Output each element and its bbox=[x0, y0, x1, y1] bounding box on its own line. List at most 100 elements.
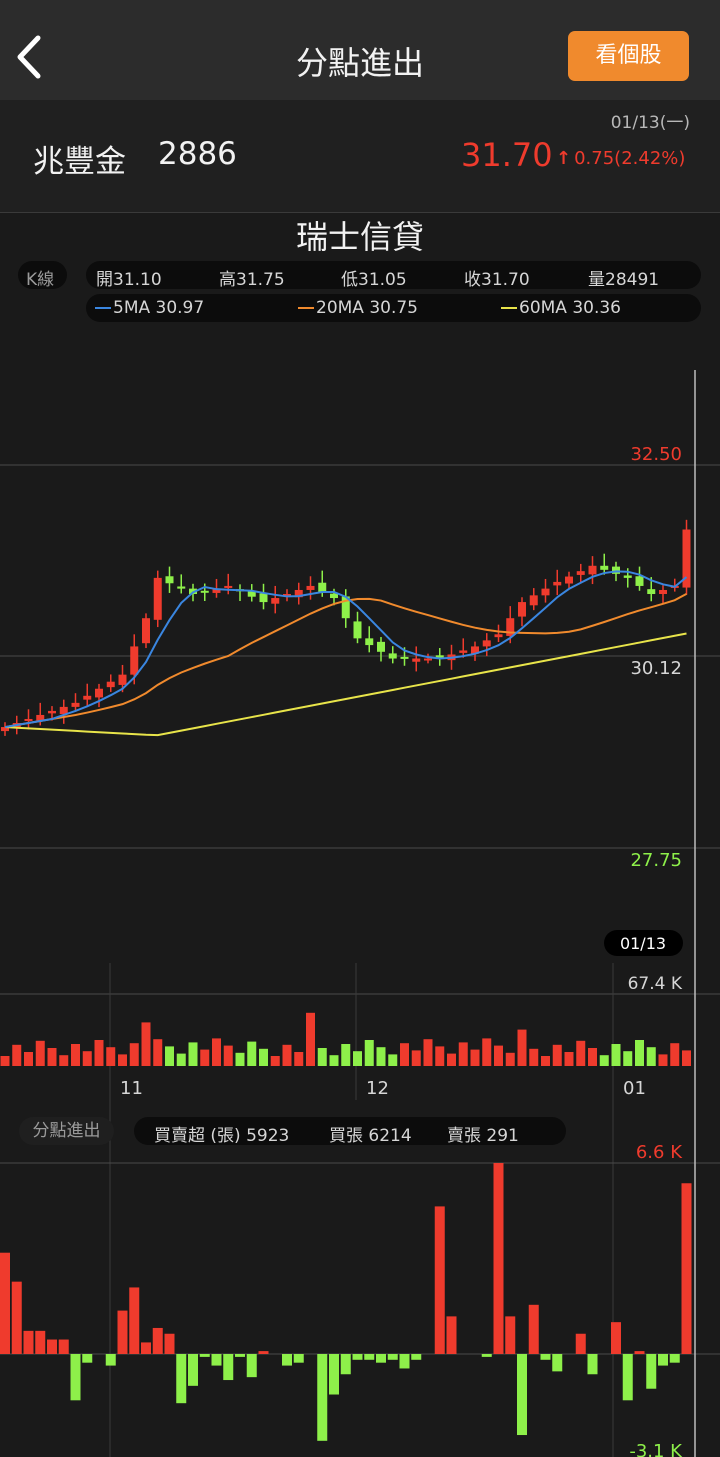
volume-bar bbox=[599, 1055, 609, 1066]
branch-bar bbox=[634, 1351, 645, 1354]
candle-body bbox=[153, 577, 162, 620]
candle-body bbox=[553, 581, 562, 586]
candle-body bbox=[71, 702, 80, 707]
volume-bar bbox=[364, 1040, 374, 1066]
candle-body bbox=[424, 658, 432, 661]
volume-bar bbox=[176, 1053, 186, 1066]
branch-bar bbox=[117, 1310, 128, 1354]
branch-bar bbox=[58, 1339, 69, 1354]
branch-bar bbox=[505, 1316, 516, 1354]
view-stock-button[interactable]: 看個股 bbox=[568, 31, 689, 81]
branch-bar bbox=[340, 1354, 351, 1375]
branch-bar bbox=[528, 1304, 539, 1354]
top-nav-bar: 分點進出 看個股 bbox=[0, 0, 720, 100]
volume-bar bbox=[294, 1052, 304, 1066]
candle-body bbox=[565, 576, 573, 584]
ma-legend: 5MA 30.97 20MA 30.75 60MA 30.36 bbox=[86, 294, 701, 322]
volume-bar bbox=[329, 1055, 339, 1066]
price-axis-mid: 30.12 bbox=[630, 658, 682, 679]
ma60-line bbox=[4, 632, 687, 737]
volume-bar bbox=[317, 1048, 327, 1066]
branch-net-series bbox=[0, 1163, 692, 1441]
ma60-value: 60MA 30.36 bbox=[519, 298, 621, 318]
branch-bar bbox=[23, 1330, 34, 1354]
volume-bar bbox=[646, 1047, 656, 1066]
month-label-11: 11 bbox=[120, 1078, 143, 1099]
volume-bar bbox=[71, 1044, 80, 1066]
candle-body bbox=[24, 718, 33, 721]
charts-canvas[interactable]: 32.50 30.12 27.75 01/13 67.4 K 11 12 01 … bbox=[0, 370, 720, 1457]
ma20-line bbox=[4, 593, 687, 729]
branch-axis-max: 6.6 K bbox=[636, 1142, 683, 1163]
ohlc-volume: 量28491 bbox=[588, 270, 660, 290]
branch-bar bbox=[223, 1354, 234, 1381]
back-button[interactable] bbox=[12, 34, 52, 80]
volume-bar bbox=[306, 1012, 315, 1066]
volume-bar bbox=[470, 1049, 480, 1066]
candle-body bbox=[400, 656, 409, 659]
volume-bar bbox=[82, 1051, 92, 1066]
branch-bar bbox=[399, 1354, 410, 1369]
ma60-legend: 60MA 30.36 bbox=[501, 298, 621, 318]
kline-tag-label: K線 bbox=[26, 270, 55, 290]
volume-bar bbox=[188, 1042, 198, 1066]
candle-body bbox=[412, 658, 421, 662]
branch-bar bbox=[376, 1354, 386, 1363]
candle-body bbox=[177, 586, 186, 589]
branch-bar bbox=[669, 1354, 680, 1363]
candle-body bbox=[377, 641, 385, 652]
branch-axis-min: -3.1 K bbox=[629, 1441, 683, 1457]
branch-tag[interactable]: 分點進出 bbox=[19, 1117, 114, 1145]
ma20-legend: 20MA 30.75 bbox=[298, 298, 418, 318]
volume-bar bbox=[670, 1043, 680, 1066]
ma20-value: 20MA 30.75 bbox=[316, 298, 418, 318]
price-change: ↑ 0.75(2.42%) bbox=[556, 148, 685, 169]
branch-sell: 賣張 291 bbox=[447, 1126, 519, 1146]
volume-bar bbox=[12, 1044, 22, 1066]
candle-body bbox=[341, 596, 350, 619]
volume-bar bbox=[411, 1050, 421, 1066]
ohlc-close: 收31.70 bbox=[464, 270, 530, 290]
ma5-swatch bbox=[95, 307, 111, 309]
volume-bar bbox=[106, 1047, 116, 1066]
volume-bar bbox=[388, 1054, 398, 1066]
candle-body bbox=[330, 593, 338, 599]
volume-bar bbox=[435, 1046, 445, 1066]
candle-body bbox=[494, 634, 503, 638]
candle-body bbox=[541, 588, 550, 596]
candle-body bbox=[1, 727, 9, 732]
branch-bar bbox=[293, 1354, 304, 1363]
month-label-12: 12 bbox=[366, 1078, 389, 1099]
volume-bar bbox=[588, 1048, 597, 1066]
candle-body bbox=[635, 576, 644, 586]
volume-bar bbox=[270, 1056, 280, 1066]
branch-bar bbox=[681, 1183, 692, 1354]
volume-bar bbox=[200, 1049, 210, 1066]
volume-bar bbox=[165, 1046, 174, 1066]
cursor-date-text: 01/13 bbox=[620, 934, 666, 953]
volume-bar bbox=[611, 1044, 621, 1066]
volume-bar bbox=[153, 1039, 163, 1066]
branch-bar bbox=[364, 1354, 375, 1360]
branch-bar bbox=[552, 1354, 563, 1372]
volume-axis-max: 67.4 K bbox=[628, 974, 683, 994]
candle-body bbox=[48, 710, 56, 714]
ohlc-bar: 開31.10 高31.75 低31.05 收31.70 量28491 bbox=[86, 261, 701, 290]
volume-bar bbox=[212, 1038, 221, 1066]
volume-bar bbox=[35, 1040, 45, 1066]
candle-body bbox=[388, 653, 397, 659]
candle-body bbox=[95, 688, 103, 698]
volume-bar bbox=[458, 1042, 468, 1066]
volume-bar bbox=[529, 1048, 539, 1066]
volume-bar bbox=[482, 1038, 492, 1066]
branch-bar bbox=[211, 1354, 222, 1366]
kline-tag[interactable]: K線 bbox=[18, 261, 67, 290]
branch-net: 買賣超 (張) 5923 bbox=[154, 1126, 290, 1146]
volume-bar bbox=[223, 1045, 233, 1066]
cursor-date-badge bbox=[604, 930, 683, 956]
branch-bar bbox=[646, 1354, 657, 1389]
branch-bar bbox=[246, 1354, 257, 1378]
branch-bar bbox=[0, 1252, 10, 1354]
candle-body bbox=[506, 618, 515, 636]
candle-body bbox=[142, 618, 150, 644]
